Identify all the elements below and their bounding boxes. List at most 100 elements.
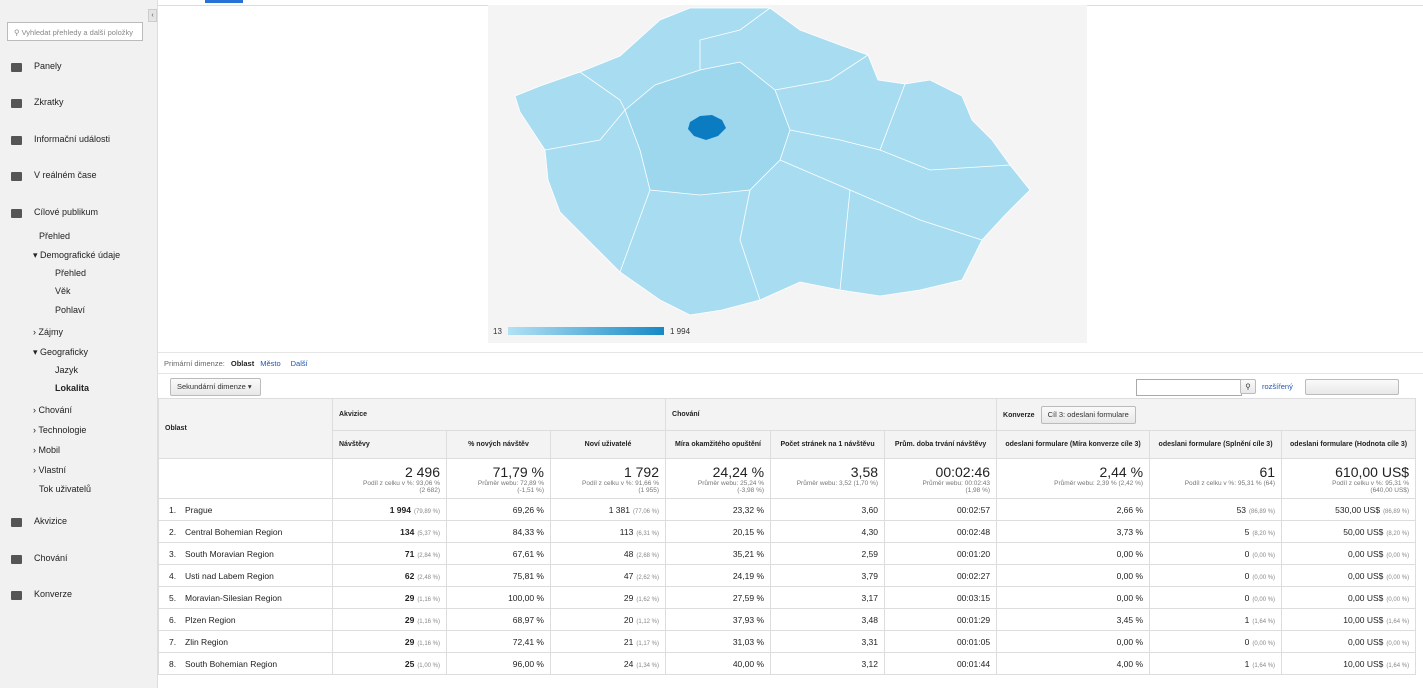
metric-value: 96,00 % <box>512 658 544 669</box>
nav-label: Chování <box>38 405 73 415</box>
metric-value: 21 <box>623 636 634 647</box>
nav-item[interactable]: Informační události <box>34 134 110 144</box>
secondary-dimension-button[interactable]: Sekundární dimenze ▾ <box>170 378 261 396</box>
nav-item[interactable]: Akvizice <box>34 516 67 526</box>
nav-icon <box>11 555 22 564</box>
nav-item[interactable]: Věk <box>55 286 71 296</box>
nav-item[interactable]: Přehled <box>55 268 86 278</box>
dimension-option[interactable]: Město <box>260 359 281 368</box>
metric-value: 0,00 US$ <box>1347 636 1384 647</box>
nav-item[interactable]: Přehled <box>39 231 70 241</box>
total-value: 24,24 % <box>712 464 765 480</box>
nav-label: Zájmy <box>38 327 64 337</box>
table-search[interactable] <box>1136 379 1242 396</box>
nav-item[interactable]: Lokalita <box>55 383 89 393</box>
column-header[interactable]: Noví uživatelé <box>549 430 667 459</box>
search-box[interactable]: ⚲ Vyhledat přehledy a další položky <box>7 22 143 41</box>
region-link[interactable]: South Moravian Region <box>185 548 274 559</box>
total-sub: Průměr webu: 2,39 % (2,42 %) <box>1054 480 1144 487</box>
nav-item[interactable]: Pohlaví <box>55 305 85 315</box>
column-label: odeslani formulare (Hodnota cíle 3) <box>1290 441 1408 448</box>
column-header[interactable]: Návštěvy <box>332 430 447 459</box>
metric-cell: 72,41 % <box>446 630 551 653</box>
column-header[interactable]: Počet stránek na 1 návštěvu <box>770 430 886 459</box>
nav-item[interactable]: › Mobil <box>33 445 60 455</box>
nav-arrow: › <box>33 327 39 337</box>
nav-item[interactable]: › Chování <box>33 405 72 415</box>
view-switcher[interactable] <box>1305 379 1399 395</box>
header-label[interactable]: Oblast <box>165 425 187 432</box>
region-link[interactable]: Prague <box>185 504 213 515</box>
advanced-link[interactable]: rozšířený <box>1262 382 1293 391</box>
metric-value: 00:03:15 <box>956 592 991 603</box>
metric-cell: 21 (1,17 %) <box>549 630 667 653</box>
nav-arrow: › <box>33 425 39 435</box>
metric-value: 25 <box>404 658 415 669</box>
nav-label: Chování <box>34 553 68 563</box>
metric-cell: 0,00 US$ (0,00 %) <box>1281 586 1417 609</box>
dimension-cell: 3. South Moravian Region <box>158 542 333 565</box>
column-header[interactable]: Prům. doba trvání návštěvy <box>884 430 998 459</box>
metric-cell: 68,97 % <box>446 608 551 631</box>
metric-cell: 530,00 US$ (86,89 %) <box>1281 498 1417 521</box>
metric-cell: 62 (2,48 %) <box>332 564 447 587</box>
metric-value: 3,12 <box>861 658 879 669</box>
metric-share: (2,84 %) <box>417 552 440 559</box>
region-link[interactable]: Central Bohemian Region <box>185 526 283 537</box>
nav-icon <box>11 209 22 218</box>
nav-item[interactable]: › Vlastní <box>33 465 66 475</box>
nav-item[interactable]: Panely <box>34 61 62 71</box>
nav-item[interactable]: ▾ Geograficky <box>33 347 88 358</box>
metric-cell: 4,00 % <box>996 652 1151 675</box>
column-header[interactable]: odeslani formulare (Hodnota cíle 3) <box>1281 430 1417 459</box>
region-link[interactable]: South Bohemian Region <box>185 658 278 669</box>
nav-item[interactable]: Jazyk <box>55 365 78 375</box>
nav-item[interactable]: Chování <box>34 553 68 563</box>
data-row: 1. Prague 1 994 (79,89 %) 69,26 % 1 381 (77,06… <box>158 498 1417 521</box>
region-link[interactable]: Moravian-Silesian Region <box>185 592 282 603</box>
nav-item[interactable]: Tok uživatelů <box>39 484 91 494</box>
goal-select[interactable]: Cíl 3: odeslani formulare <box>1040 405 1136 424</box>
nav-item[interactable]: Konverze <box>34 589 72 599</box>
row-index: 3. <box>169 548 177 559</box>
legend-min: 13 <box>493 327 502 336</box>
metric-cell: 134 (5,37 %) <box>332 520 447 543</box>
metric-cell: 3,73 % <box>996 520 1151 543</box>
dimension-cell: 4. Usti nad Labem Region <box>158 564 333 587</box>
metric-value: 134 <box>400 526 415 537</box>
dimension-cell: 6. Plzen Region <box>158 608 333 631</box>
region-link[interactable]: Plzen Region <box>185 614 236 625</box>
metric-cell: 00:02:27 <box>884 564 998 587</box>
metric-value: 3,45 % <box>1116 614 1144 625</box>
metric-cell: 37,93 % <box>665 608 772 631</box>
metric-value: 0 <box>1244 548 1250 559</box>
total-cell: 00:02:46 Průměr webu: 00:02:43 (1,98 %) <box>884 458 998 499</box>
metric-share: (0,00 %) <box>1252 574 1276 581</box>
metric-share: (0,00 %) <box>1386 640 1410 647</box>
dimension-bar: Primární dimenze: Oblast Město Další <box>164 359 318 368</box>
nav-item[interactable]: › Zájmy <box>33 327 63 337</box>
column-header[interactable]: odeslani formulare (Míra konverze cíle 3… <box>996 430 1151 459</box>
nav-item[interactable]: › Technologie <box>33 425 86 435</box>
dimension-cell: 2. Central Bohemian Region <box>158 520 333 543</box>
metric-cell: 0 (0,00 %) <box>1149 542 1283 565</box>
nav-item[interactable]: Cílové publikum <box>34 207 98 217</box>
button-label: Sekundární dimenze <box>177 382 246 391</box>
column-header[interactable]: odeslani formulare (Splnění cíle 3) <box>1149 430 1283 459</box>
nav-label: Vlastní <box>38 465 67 475</box>
collapse-button[interactable]: ‹ <box>148 9 157 22</box>
search-button[interactable]: ⚲ <box>1240 379 1256 394</box>
column-header[interactable]: Míra okamžitého opuštění <box>665 430 772 459</box>
dimension-option[interactable]: Další <box>290 359 308 368</box>
column-header[interactable]: % nových návštěv <box>446 430 551 459</box>
nav-item[interactable]: Zkratky <box>34 97 64 107</box>
divider <box>158 373 1423 374</box>
column-label: Míra okamžitého opuštění <box>675 441 761 448</box>
metric-share: (2,48 %) <box>417 574 440 581</box>
region-link[interactable]: Usti nad Labem Region <box>185 570 274 581</box>
nav-item[interactable]: V reálném čase <box>34 170 97 180</box>
metric-value: 0,00 US$ <box>1347 548 1384 559</box>
region-link[interactable]: Zlin Region <box>185 636 228 647</box>
nav-item[interactable]: ▾ Demografické údaje <box>33 250 120 261</box>
